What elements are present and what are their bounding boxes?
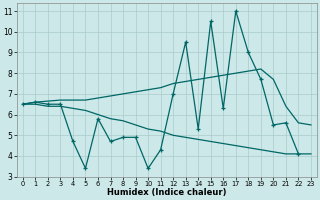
X-axis label: Humidex (Indice chaleur): Humidex (Indice chaleur)	[107, 188, 227, 197]
